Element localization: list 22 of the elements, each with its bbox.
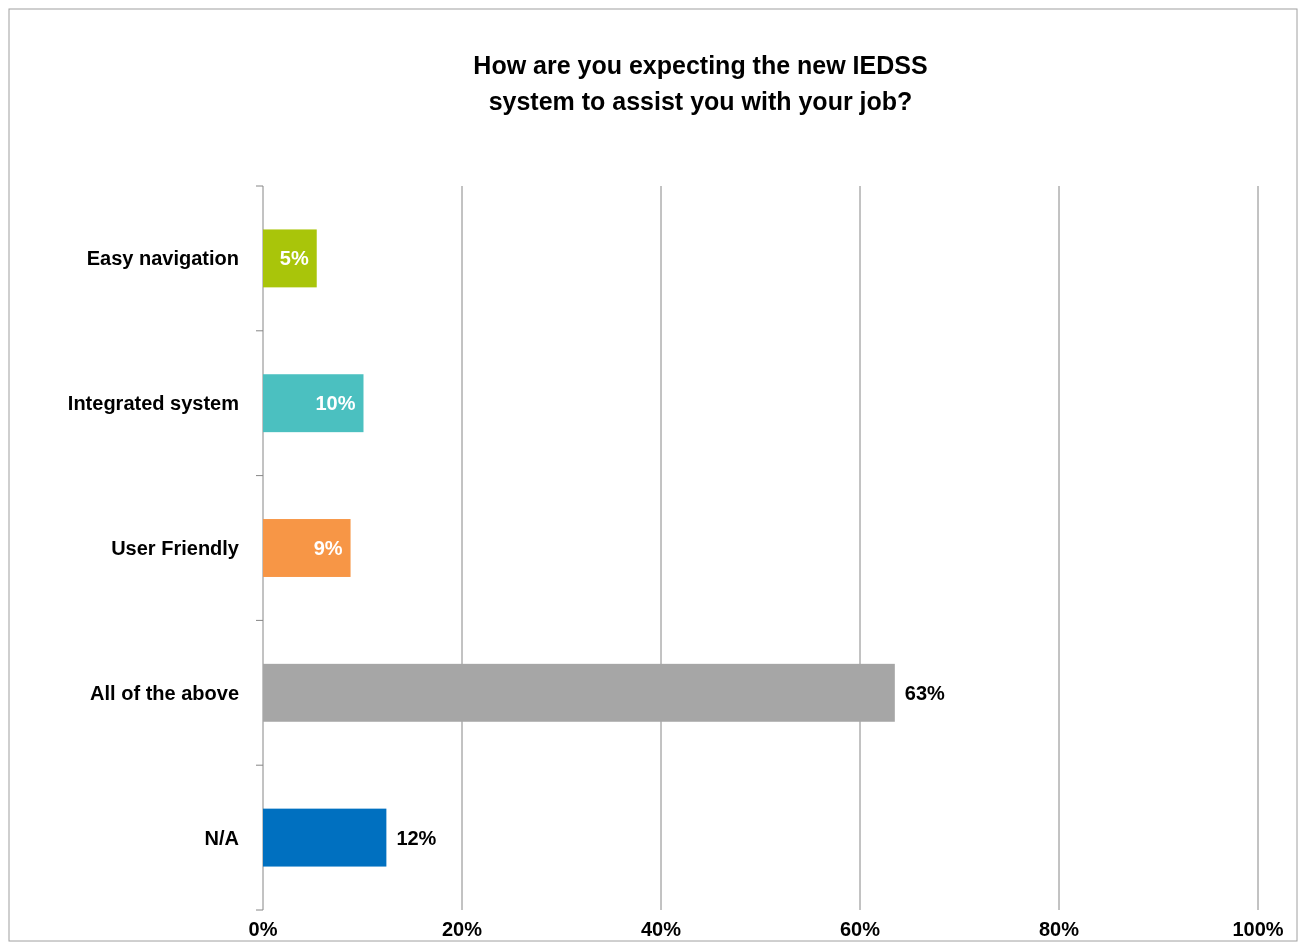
x-tick-label: 20% (441, 918, 483, 940)
x-tick-label: 0% (248, 918, 278, 940)
y-tick-label: Integrated system (67, 392, 239, 415)
bar (263, 519, 351, 577)
chart-title: How are you expecting the new IEDSS system to assist you with your job? (473, 51, 928, 115)
data-label: 12% (396, 826, 437, 849)
data-label: 63% (904, 681, 946, 704)
data-label: 5% (279, 247, 309, 270)
y-tick-label: N/A (204, 826, 239, 849)
y-tick-label: All of the above (90, 681, 239, 704)
data-label: 10% (315, 392, 356, 415)
x-tick-label: 60% (839, 918, 881, 940)
x-tick-label: 40% (640, 918, 682, 940)
y-tick-label: User Friendly (111, 537, 240, 559)
y-tick-label: Easy navigation (86, 247, 239, 270)
bar (263, 374, 364, 433)
data-label: 9% (313, 537, 343, 559)
x-tick-label: 100% (1232, 918, 1284, 940)
bar (263, 808, 387, 867)
bar (263, 229, 317, 288)
bar (263, 663, 895, 722)
x-tick-label: 80% (1038, 918, 1080, 940)
